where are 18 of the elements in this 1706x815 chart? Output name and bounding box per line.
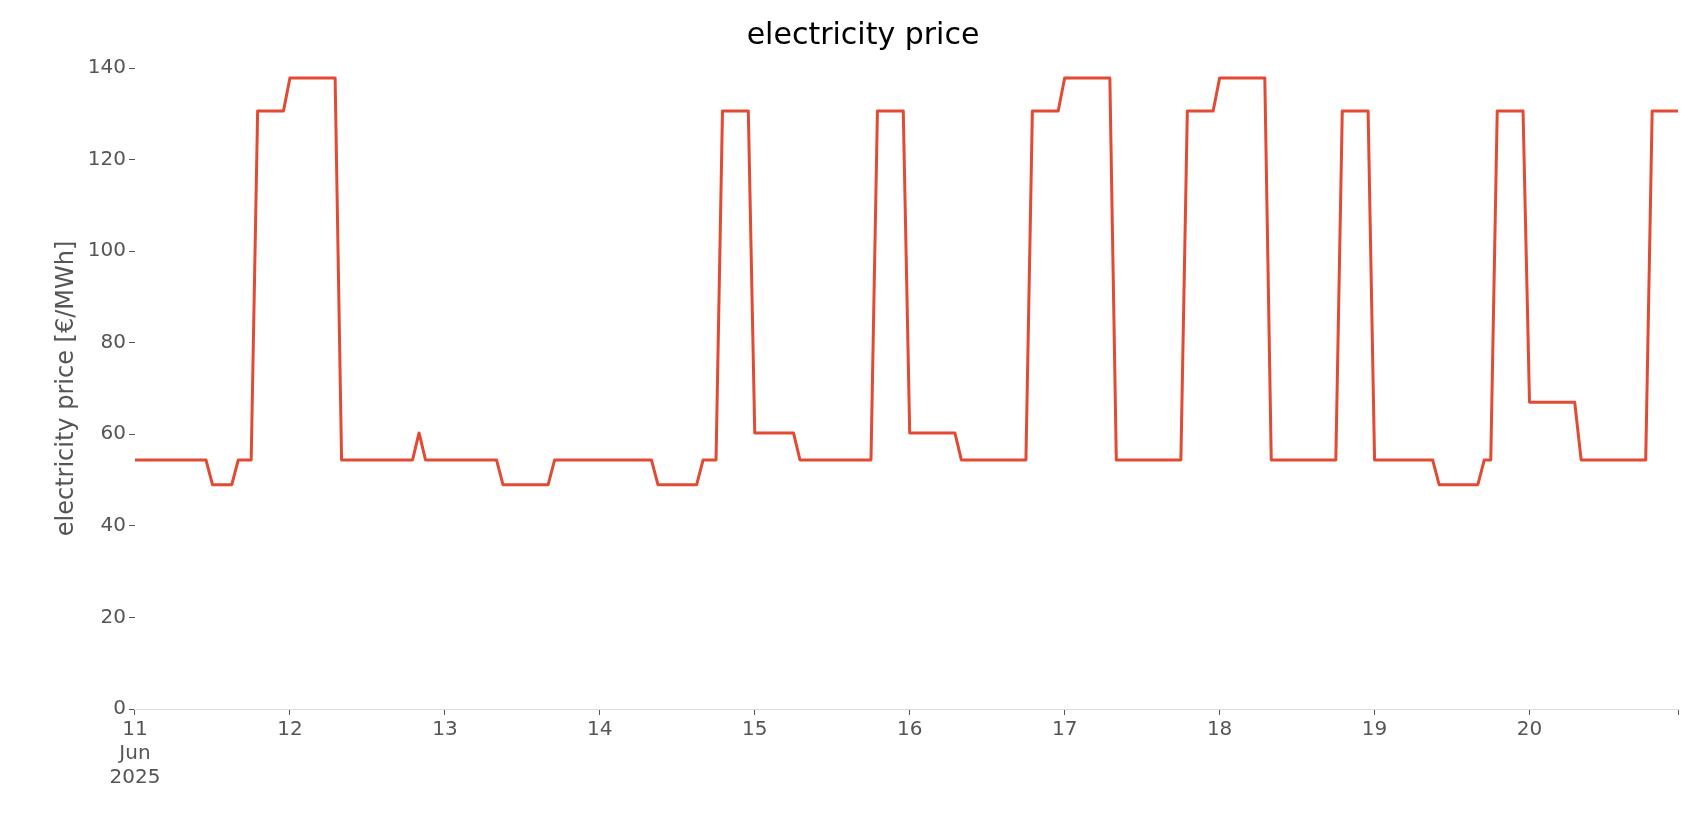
y-tick-label: 40 bbox=[100, 512, 126, 537]
y-tick-label: 80 bbox=[100, 328, 126, 353]
chart-title: electricity price bbox=[746, 15, 980, 51]
x-tick-label: 19 bbox=[1361, 716, 1388, 741]
y-tick-label: 120 bbox=[87, 145, 126, 170]
y-tick-label: 60 bbox=[100, 420, 126, 445]
y-tick-label: 20 bbox=[100, 603, 126, 628]
x-tick-label: 12 bbox=[277, 716, 303, 741]
y-tick-label: 100 bbox=[87, 237, 126, 262]
x-tick-label: 17 bbox=[1051, 716, 1078, 741]
x-tick-label: 14 bbox=[587, 716, 613, 741]
x-tick-label: 18 bbox=[1206, 716, 1233, 741]
x-tick-label: 16 bbox=[896, 716, 923, 741]
x-tick-label: 20 bbox=[1516, 716, 1543, 741]
x-tick-label: 13 bbox=[432, 716, 458, 741]
y-axis-title: electricity price [€/MWh] bbox=[50, 240, 79, 537]
y-tick-label: 140 bbox=[87, 54, 126, 79]
x-tick-label: 15 bbox=[742, 716, 768, 741]
